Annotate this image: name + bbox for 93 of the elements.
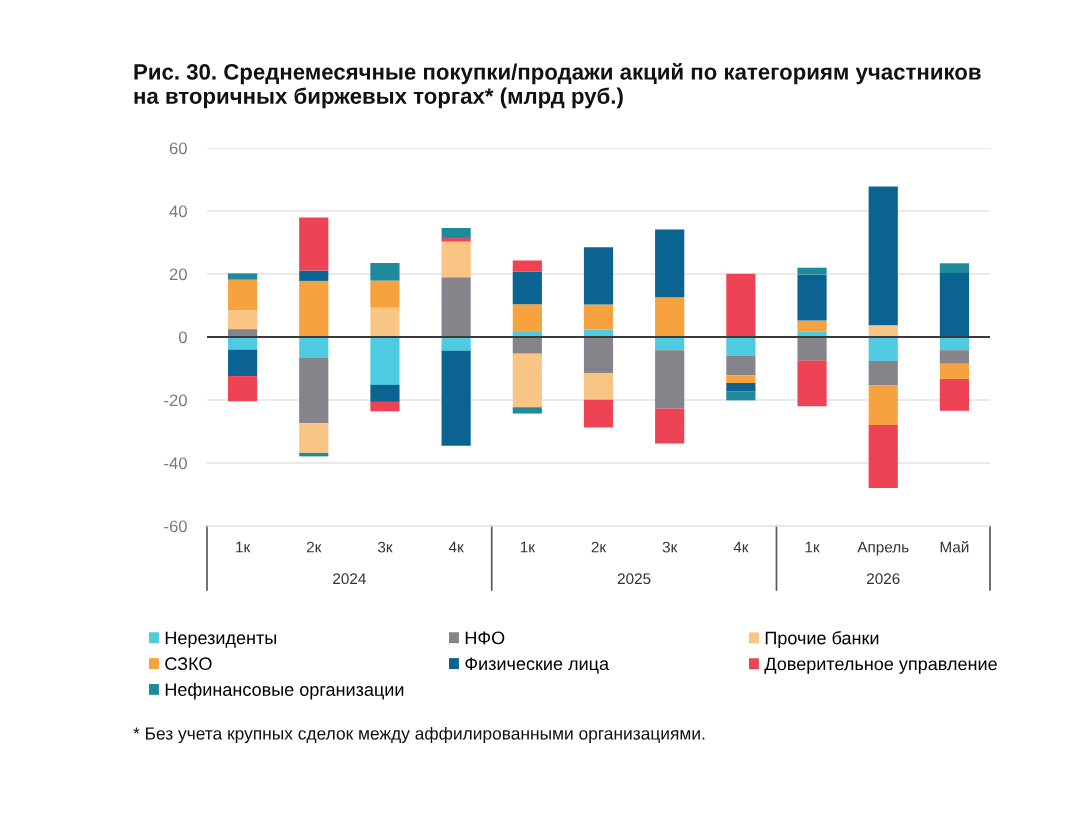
legend-label: Прочие банки <box>765 631 879 648</box>
bar <box>299 337 329 359</box>
legend-label: НФО <box>465 631 505 645</box>
bar <box>655 297 685 337</box>
chart-title: Рис. 30. Среднемесячные покупки/продажи акций по категориям участников на вторичных биржевых торгах* (млрд руб.) <box>134 63 981 109</box>
x-tick-label: Апрель <box>857 541 909 556</box>
bar <box>228 273 258 280</box>
bar <box>370 307 400 337</box>
bar <box>228 279 258 311</box>
bar <box>939 350 969 364</box>
bar <box>299 270 329 281</box>
legend-label: Нерезиденты <box>165 631 277 648</box>
bar <box>797 267 827 275</box>
bar <box>512 271 542 305</box>
bar <box>299 423 329 453</box>
y-tick-label: -60 <box>164 520 187 533</box>
bar <box>797 320 827 332</box>
bar <box>299 280 329 337</box>
text: 2024 <box>333 573 366 585</box>
bar <box>228 349 258 377</box>
x-tick-label: Май <box>940 541 969 553</box>
bar <box>512 260 542 272</box>
text: 2026 <box>867 573 900 585</box>
bar <box>370 337 400 385</box>
bar <box>228 376 258 402</box>
y-tick-label: 60 <box>169 142 187 155</box>
bar <box>797 337 827 361</box>
x-tick-label: 4к <box>733 541 749 553</box>
bar <box>512 353 542 408</box>
bar <box>441 238 471 242</box>
bar <box>868 325 898 337</box>
bar <box>726 337 756 356</box>
bar <box>441 350 471 446</box>
bar <box>655 408 685 444</box>
legend-label: Физические лица <box>465 657 610 674</box>
bar <box>939 363 969 379</box>
x-tick-label: 2к <box>306 541 322 553</box>
y-tick-label: 0 <box>178 331 187 344</box>
bar <box>583 399 614 428</box>
bar <box>797 360 827 407</box>
bar <box>441 277 471 337</box>
bar <box>939 378 969 411</box>
bar <box>726 382 756 392</box>
bar <box>868 385 898 425</box>
bar <box>512 337 542 354</box>
bar <box>939 273 969 337</box>
bar <box>370 262 400 281</box>
x-tick-label: 3к <box>377 541 393 553</box>
bar <box>868 186 898 326</box>
bar <box>797 274 827 321</box>
bar <box>370 401 400 412</box>
bar <box>868 360 898 386</box>
bar <box>868 337 898 361</box>
bar <box>441 228 471 239</box>
x-tick-label: 4к <box>448 541 464 553</box>
bar <box>370 384 400 402</box>
bar <box>726 273 756 337</box>
bar <box>299 217 329 271</box>
bar <box>868 424 898 488</box>
bar <box>583 304 614 330</box>
y-tick-label: 20 <box>169 268 187 281</box>
bar <box>726 375 756 383</box>
x-tick-label: 1к <box>805 541 820 553</box>
bar <box>655 350 685 409</box>
bar <box>939 263 969 274</box>
bar <box>583 337 614 373</box>
bar <box>370 280 400 308</box>
x-tick-label: 3к <box>662 541 678 553</box>
bar <box>441 241 471 278</box>
bar <box>583 247 614 305</box>
text: 2025 <box>617 573 651 585</box>
bar <box>441 337 471 351</box>
bar <box>512 304 542 332</box>
bar <box>228 310 258 330</box>
y-tick-label: -20 <box>164 394 187 407</box>
bar <box>583 372 614 400</box>
x-tick-label: 2к <box>591 541 607 553</box>
bar <box>726 355 756 376</box>
legend-label: Доверительное управление <box>764 657 997 674</box>
legend-label: СЗКО <box>165 657 212 671</box>
y-tick-label: -40 <box>164 457 187 470</box>
x-tick-label: 1к <box>236 541 251 553</box>
bar <box>939 337 969 351</box>
bar <box>512 407 542 414</box>
bar <box>726 391 756 401</box>
y-tick-label: 40 <box>169 205 187 218</box>
bar <box>299 358 329 424</box>
text: * Без учета крупных сделок между аффилированными организациями. <box>133 726 705 744</box>
bar <box>655 337 685 351</box>
legend-label: Нефинансовые организации <box>165 682 404 700</box>
bar <box>655 229 685 298</box>
x-tick-label: 1к <box>520 541 535 553</box>
bar <box>228 337 258 350</box>
